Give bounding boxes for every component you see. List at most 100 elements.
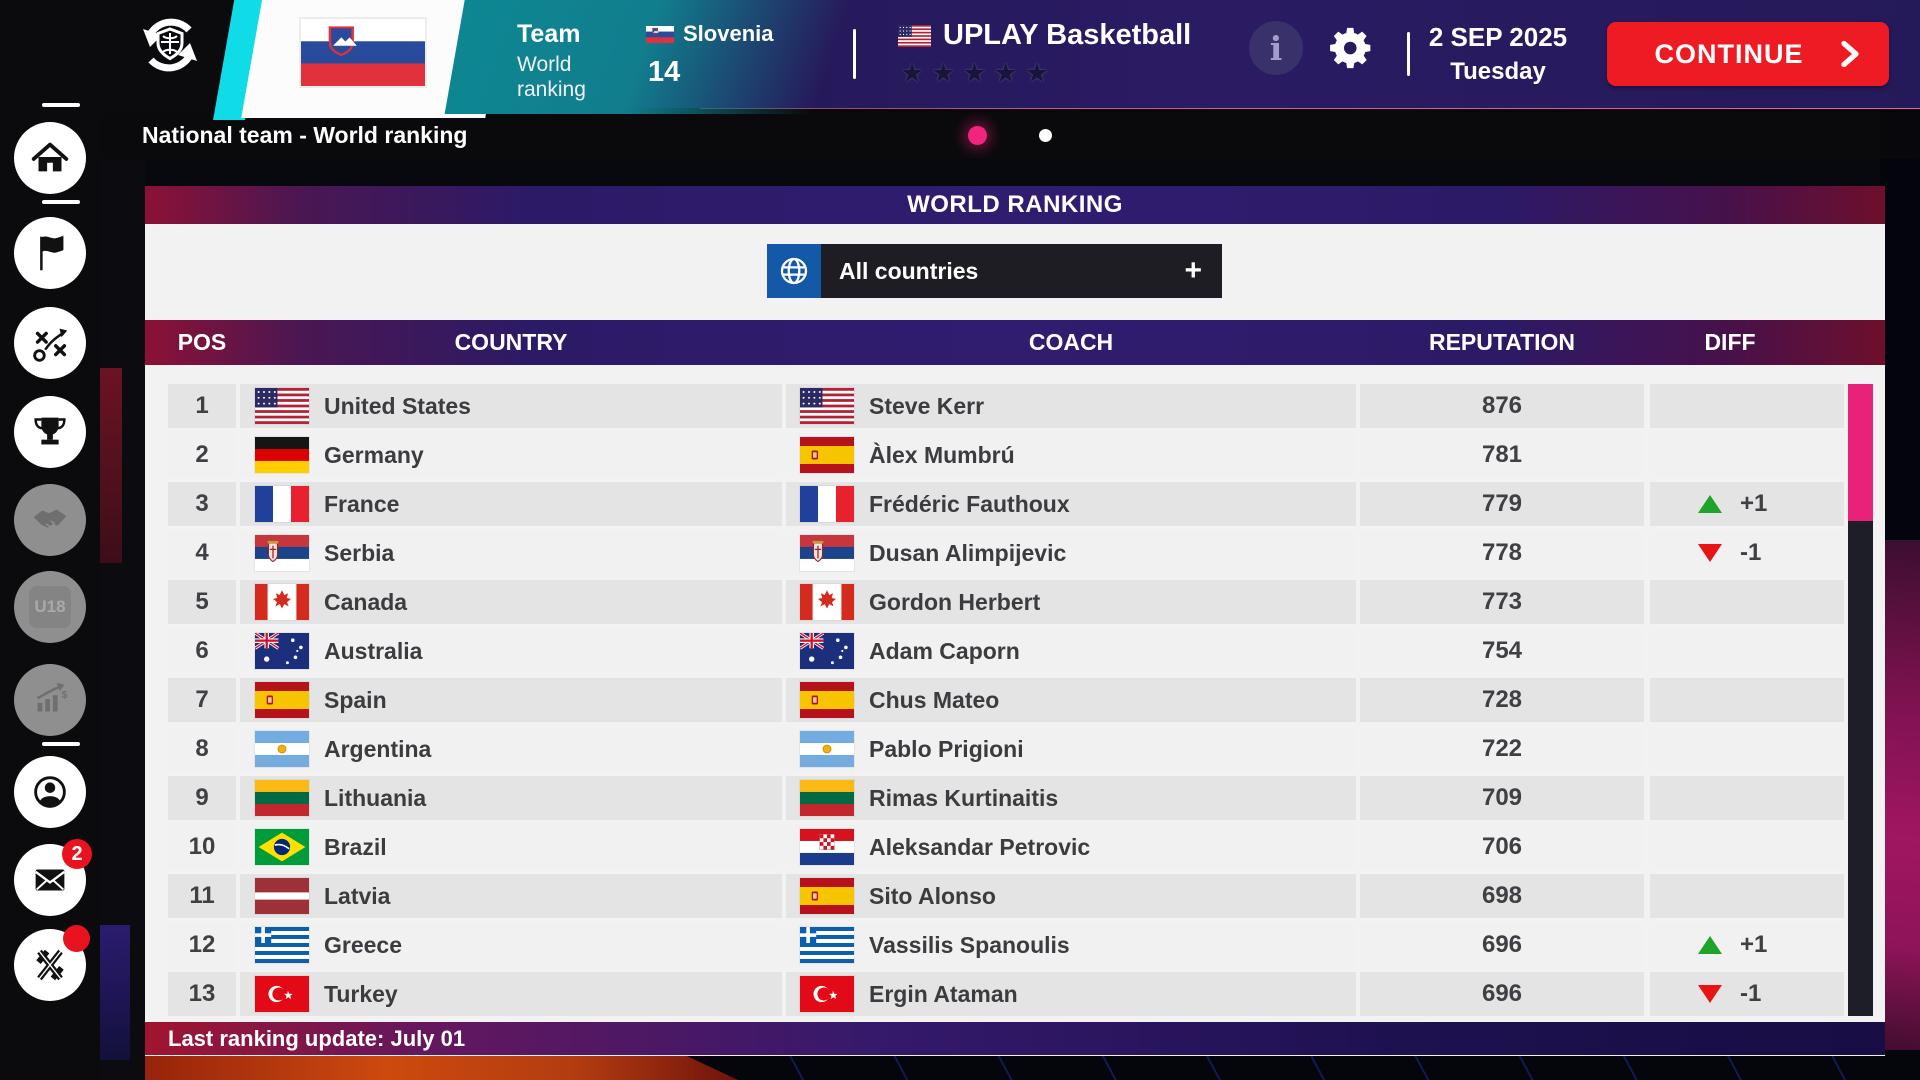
table-row[interactable]: 3 France Frédéric Fauthoux 779 +1 bbox=[145, 482, 1885, 526]
background-art bbox=[100, 108, 145, 1080]
coach-cell: Adam Caporn bbox=[786, 629, 1356, 673]
table-row[interactable]: 1 United States Steve Kerr 876 bbox=[145, 384, 1885, 428]
sidebar-item-profile[interactable] bbox=[14, 756, 86, 828]
current-weekday: Tuesday bbox=[1450, 58, 1546, 85]
diff-cell: -1 bbox=[1650, 531, 1844, 575]
profile-icon bbox=[27, 769, 73, 815]
info-button[interactable]: i bbox=[1249, 21, 1303, 75]
country-name: France bbox=[324, 490, 400, 517]
coach-flag-icon bbox=[800, 535, 854, 571]
sidebar-item-competitions[interactable] bbox=[14, 396, 86, 468]
coach-cell: Chus Mateo bbox=[786, 678, 1356, 722]
country-cell: Australia bbox=[240, 629, 782, 673]
coach-cell: Ergin Ataman bbox=[786, 972, 1356, 1016]
coach-flag-icon bbox=[800, 388, 854, 424]
country-name: Australia bbox=[324, 637, 423, 664]
page-dot-1-active[interactable] bbox=[968, 126, 987, 145]
country-flag-icon bbox=[255, 927, 309, 963]
app-logo-icon[interactable] bbox=[134, 8, 206, 82]
pos-cell: 6 bbox=[168, 629, 236, 673]
country-cell: Lithuania bbox=[240, 776, 782, 820]
scrollbar-thumb[interactable] bbox=[1848, 384, 1873, 521]
country-flag-icon bbox=[255, 682, 309, 718]
club-name: UPLAY Basketball bbox=[943, 19, 1192, 51]
diff-down-arrow-icon bbox=[1698, 544, 1722, 562]
reputation-cell: 696 bbox=[1360, 923, 1644, 967]
table-row[interactable]: 7 Spain Chus Mateo 728 bbox=[145, 678, 1885, 722]
coach-name: Sito Alonso bbox=[869, 882, 996, 909]
team-context: Team World ranking bbox=[517, 20, 637, 102]
u18-icon: U18 bbox=[29, 586, 71, 628]
diff-up-arrow-icon bbox=[1698, 936, 1722, 954]
reputation-cell: 778 bbox=[1360, 531, 1644, 575]
team-context-line2: World ranking bbox=[517, 53, 586, 101]
coach-cell: Steve Kerr bbox=[786, 384, 1356, 428]
country-cell: Germany bbox=[240, 433, 782, 477]
flag-icon bbox=[27, 230, 73, 276]
coach-cell: Sito Alonso bbox=[786, 874, 1356, 918]
continue-button[interactable]: CONTINUE bbox=[1607, 22, 1889, 86]
table-row[interactable]: 13 Turkey Ergin Ataman 696 -1 bbox=[145, 972, 1885, 1016]
panel-title-bar: WORLD RANKING bbox=[145, 186, 1885, 224]
coach-flag-icon bbox=[800, 584, 854, 620]
coach-flag-icon bbox=[800, 976, 854, 1012]
diff-cell bbox=[1650, 776, 1844, 820]
diff-cell: +1 bbox=[1650, 923, 1844, 967]
table-row[interactable]: 10 Brazil Aleksandar Petrovic 706 bbox=[145, 825, 1885, 869]
sidebar-item-messages[interactable]: 2 bbox=[14, 839, 92, 916]
pos-cell: 13 bbox=[168, 972, 236, 1016]
pos-cell: 5 bbox=[168, 580, 236, 624]
last-update-text: Last ranking update: July 01 bbox=[168, 1025, 466, 1051]
diff-value: +1 bbox=[1740, 490, 1768, 517]
date-block: 2 SEP 2025 Tuesday bbox=[1418, 22, 1578, 86]
coach-name: Vassilis Spanoulis bbox=[869, 931, 1070, 958]
country-filter-dropdown[interactable]: All countries + bbox=[767, 244, 1222, 298]
table-scrollbar[interactable] bbox=[1848, 384, 1873, 1016]
nation-block: Slovenia 14 bbox=[646, 21, 773, 89]
expand-plus-icon: + bbox=[1184, 254, 1202, 287]
country-name: Brazil bbox=[324, 833, 387, 860]
club-flag-icon bbox=[898, 24, 931, 47]
panel-footer: Last ranking update: July 01 bbox=[145, 1022, 1885, 1055]
coach-name: Ergin Ataman bbox=[869, 980, 1018, 1007]
country-name: Lithuania bbox=[324, 784, 427, 811]
table-row[interactable]: 2 Germany Àlex Mumbrú 781 bbox=[145, 433, 1885, 477]
sidebar-item-national-team[interactable] bbox=[14, 217, 86, 289]
reputation-cell: 779 bbox=[1360, 482, 1644, 526]
sidebar-item-social[interactable] bbox=[14, 925, 90, 1001]
sidebar-item-tactics[interactable] bbox=[14, 307, 86, 379]
table-row[interactable]: 12 Greece Vassilis Spanoulis 696 +1 bbox=[145, 923, 1885, 967]
sidebar-item-home[interactable] bbox=[14, 122, 86, 194]
coach-cell: Rimas Kurtinaitis bbox=[786, 776, 1356, 820]
coach-cell: Gordon Herbert bbox=[786, 580, 1356, 624]
sidebar-divider bbox=[42, 742, 80, 746]
pos-cell: 10 bbox=[168, 825, 236, 869]
table-row[interactable]: 4 Serbia Dusan Alimpijevic 778 -1 bbox=[145, 531, 1885, 575]
country-name: Serbia bbox=[324, 539, 395, 566]
table-row[interactable]: 11 Latvia Sito Alonso 698 bbox=[145, 874, 1885, 918]
reputation-cell: 728 bbox=[1360, 678, 1644, 722]
country-name: Canada bbox=[324, 588, 408, 615]
pagination-dots bbox=[968, 112, 1052, 159]
diff-cell: +1 bbox=[1650, 482, 1844, 526]
page-dot-2[interactable] bbox=[1039, 129, 1052, 142]
column-header-reputation: REPUTATION bbox=[1428, 329, 1576, 355]
country-flag-icon bbox=[255, 486, 309, 522]
table-row[interactable]: 6 Australia Adam Caporn 754 bbox=[145, 629, 1885, 673]
coach-flag-icon bbox=[800, 731, 854, 767]
topbar-divider bbox=[853, 29, 856, 79]
reputation-cell: 722 bbox=[1360, 727, 1644, 771]
sidebar-divider bbox=[42, 200, 80, 204]
country-cell: Turkey bbox=[240, 972, 782, 1016]
country-flag-icon bbox=[255, 731, 309, 767]
coach-name: Gordon Herbert bbox=[869, 588, 1041, 615]
table-row[interactable]: 5 Canada Gordon Herbert 773 bbox=[145, 580, 1885, 624]
table-row[interactable]: 9 Lithuania Rimas Kurtinaitis 709 bbox=[145, 776, 1885, 820]
country-cell: Argentina bbox=[240, 727, 782, 771]
settings-button[interactable] bbox=[1320, 17, 1382, 79]
country-cell: Canada bbox=[240, 580, 782, 624]
x-logo-icon bbox=[27, 942, 73, 988]
background-art bbox=[100, 368, 122, 563]
table-row[interactable]: 8 Argentina Pablo Prigioni 722 bbox=[145, 727, 1885, 771]
handshake-icon bbox=[27, 497, 73, 543]
